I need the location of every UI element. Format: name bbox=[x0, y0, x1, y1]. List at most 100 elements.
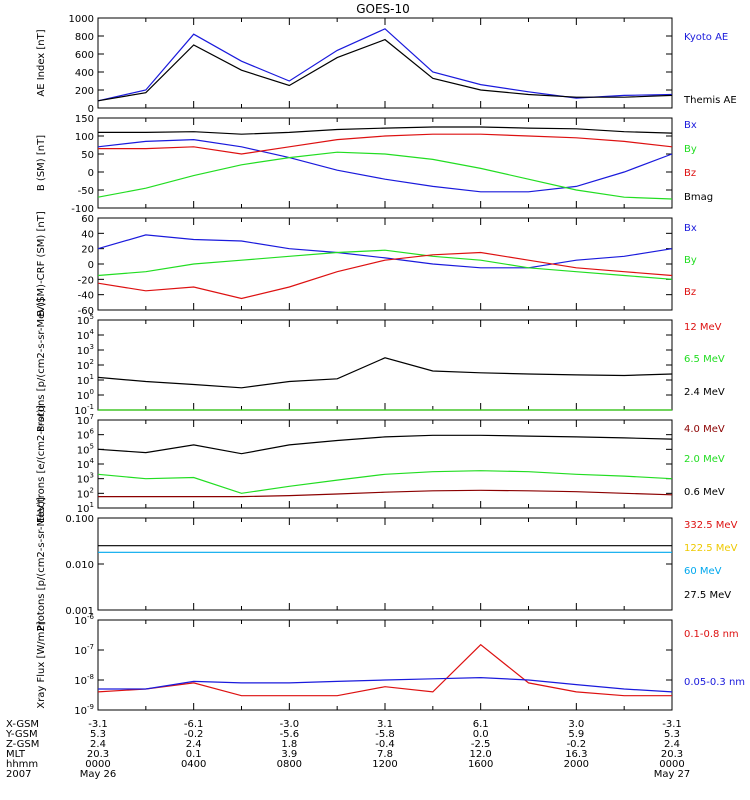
y-axis-label: B (SM)-CRF (SM) [nT] bbox=[36, 211, 47, 317]
y-tick-label: 105 bbox=[77, 442, 94, 456]
y-tick-label: 105 bbox=[77, 313, 94, 327]
y-tick-label: -20 bbox=[78, 275, 94, 286]
y-tick-label: 10-7 bbox=[74, 643, 94, 657]
ephemeris-value: -3.1 bbox=[662, 719, 682, 730]
y-tick-label: 600 bbox=[75, 50, 94, 61]
plot-frame bbox=[97, 619, 673, 711]
legend-entry: 60 MeV bbox=[684, 566, 722, 577]
y-tick-label: 0.001 bbox=[65, 606, 94, 617]
y-tick-label: 103 bbox=[77, 472, 94, 486]
series-line bbox=[97, 357, 673, 389]
legend-entry: Bx bbox=[684, 120, 697, 131]
series-line bbox=[97, 38, 673, 102]
ephemeris-value: -6.1 bbox=[184, 719, 204, 730]
panel-7: 10-6 10-7 10-8 10-9 Xray Flux [W/m2] 0.1-0.8 … bbox=[36, 613, 745, 717]
series-line bbox=[97, 151, 673, 200]
y-tick-label: -100 bbox=[71, 204, 94, 215]
series-line bbox=[97, 434, 673, 455]
ephemeris-value: -5.8 bbox=[375, 729, 395, 740]
y-tick-label: 104 bbox=[77, 328, 95, 342]
y-tick-label: 800 bbox=[75, 32, 94, 43]
ephemeris-value: 7.8 bbox=[377, 749, 393, 760]
ephemeris-value: 3.0 bbox=[568, 719, 584, 730]
y-tick-label: 0.010 bbox=[65, 560, 94, 571]
y-tick-label: -40 bbox=[78, 291, 94, 302]
legend-entry: Bx bbox=[684, 223, 697, 234]
legend-entry: 122.5 MeV bbox=[684, 543, 738, 554]
legend-entry: 2.4 MeV bbox=[684, 387, 725, 398]
y-axis-label: B (SM) [nT] bbox=[36, 135, 47, 191]
y-tick-label: 0.100 bbox=[65, 514, 94, 525]
ephemeris-value: 5.9 bbox=[568, 729, 584, 740]
y-tick-label: 60 bbox=[81, 214, 94, 225]
series-line bbox=[97, 470, 673, 494]
y-tick-label: 10-9 bbox=[74, 703, 94, 717]
y-tick-label: 10-6 bbox=[74, 613, 94, 627]
ephemeris-row-label: Y-GSM bbox=[5, 729, 38, 740]
legend-entry: 0.6 MeV bbox=[684, 487, 725, 498]
y-axis-label: Protons [p/(cm2-s-sr-MeV)] bbox=[36, 298, 47, 432]
ephemeris-row-label: X-GSM bbox=[6, 719, 39, 730]
panel-3: 60 40 20 0 -20 -40 -60 B (SM)-CRF (SM) [nT] Bx By… bbox=[36, 211, 697, 317]
ephemeris-row-label: Z-GSM bbox=[6, 739, 39, 750]
ephemeris-value: -2.5 bbox=[471, 739, 491, 750]
legend-entry: 2.0 MeV bbox=[684, 454, 725, 465]
y-tick-label: 400 bbox=[75, 68, 94, 79]
ephemeris-row-label: MLT bbox=[6, 749, 26, 760]
y-tick-label: 101 bbox=[77, 373, 94, 387]
ephemeris-value: 0000 bbox=[659, 759, 684, 770]
legend-entry: By bbox=[684, 255, 697, 266]
ephemeris-value: 0000 bbox=[85, 759, 110, 770]
ephemeris-value: 2.4 bbox=[664, 739, 680, 750]
y-tick-label: 50 bbox=[81, 150, 94, 161]
legend-entry: Bz bbox=[684, 168, 696, 179]
ephemeris-value: 1600 bbox=[468, 759, 493, 770]
ephemeris-value: -5.6 bbox=[280, 729, 300, 740]
y-tick-label: 10-1 bbox=[74, 403, 94, 417]
ephemeris-value: 1.8 bbox=[281, 739, 297, 750]
ephemeris-value: 0.0 bbox=[473, 729, 489, 740]
y-tick-label: 150 bbox=[75, 114, 94, 125]
plot-frame bbox=[97, 419, 673, 509]
panel-6: 0.100 0.010 0.001 Protons [p/(cm2-s-sr-MeV)… bbox=[36, 497, 738, 631]
legend-entry: 332.5 MeV bbox=[684, 520, 738, 531]
ephemeris-value: 1200 bbox=[372, 759, 397, 770]
chart-title: GOES-10 bbox=[356, 2, 410, 16]
y-tick-label: 0 bbox=[88, 168, 94, 179]
panel-2: 150 100 50 0 -50 -100 B (SM) [nT] Bx By Bz Bmag bbox=[36, 114, 713, 215]
ephemeris-value: 3.9 bbox=[281, 749, 297, 760]
ephemeris-value: 16.3 bbox=[565, 749, 587, 760]
legend-entry: 6.5 MeV bbox=[684, 354, 725, 365]
y-tick-label: 100 bbox=[75, 132, 94, 143]
series-line bbox=[98, 133, 673, 155]
ephemeris-value: 0.1 bbox=[186, 749, 202, 760]
ephemeris-value: -0.2 bbox=[567, 739, 587, 750]
y-tick-label: 104 bbox=[77, 457, 95, 471]
ephemeris-value: -3.0 bbox=[280, 719, 300, 730]
legend-entry: 0.1-0.8 nm bbox=[684, 629, 739, 640]
ephemeris-value: 0400 bbox=[181, 759, 206, 770]
y-tick-label: -50 bbox=[78, 186, 94, 197]
y-tick-label: 102 bbox=[77, 358, 94, 372]
ephemeris-value: 6.1 bbox=[473, 719, 489, 730]
y-axis-label: Protons [p/(cm2-s-sr-MeV)] bbox=[36, 497, 47, 631]
legend-entry: 12 MeV bbox=[684, 322, 722, 333]
legend-entry: Bmag bbox=[684, 192, 713, 203]
y-tick-label: 0 bbox=[88, 104, 94, 115]
ephemeris-value: 3.1 bbox=[377, 719, 393, 730]
legend-entry: Themis AE bbox=[683, 95, 737, 106]
y-axis-label: Electrons [e/(cm2-s-sr)] bbox=[36, 405, 47, 523]
ephemeris-value: 2.4 bbox=[186, 739, 202, 750]
series-line bbox=[97, 249, 673, 280]
y-tick-label: 1000 bbox=[69, 14, 94, 25]
ephemeris-value: 20.3 bbox=[661, 749, 683, 760]
ephemeris-value: 20.3 bbox=[87, 749, 109, 760]
panel-1: 1000 800 600 400 200 0 AE Index [nT] Kyoto AE Th… bbox=[36, 14, 737, 115]
legend-entry: By bbox=[684, 144, 697, 155]
series-line bbox=[97, 234, 673, 269]
y-tick-label: 102 bbox=[77, 486, 94, 500]
series-line bbox=[98, 489, 673, 498]
y-tick-label: 107 bbox=[77, 413, 94, 427]
